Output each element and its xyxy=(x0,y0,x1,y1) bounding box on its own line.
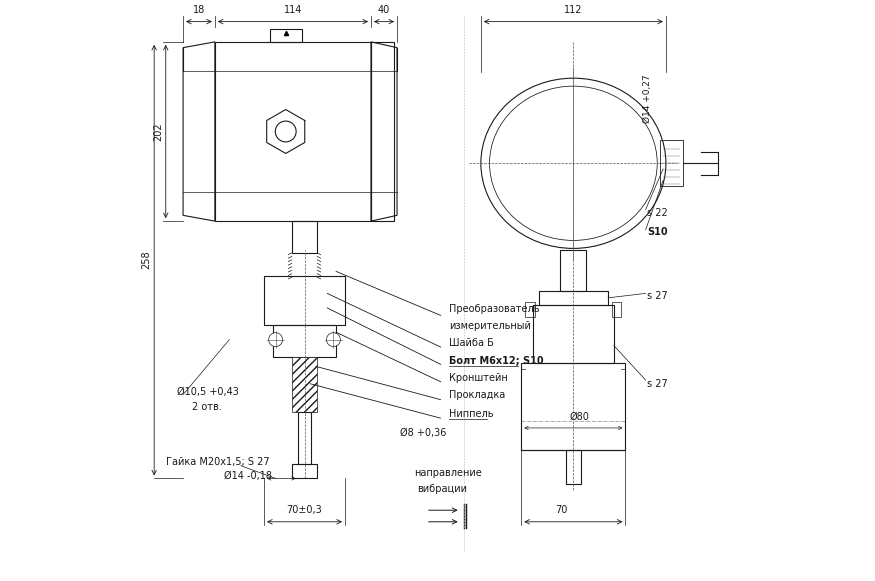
Text: Преобразователь: Преобразователь xyxy=(449,304,540,314)
Text: 114: 114 xyxy=(284,5,302,15)
Bar xyxy=(533,305,614,363)
Text: s 22: s 22 xyxy=(647,208,668,218)
Bar xyxy=(291,221,318,253)
Text: Ø80: Ø80 xyxy=(570,412,589,422)
Bar xyxy=(371,42,394,221)
Text: 40: 40 xyxy=(378,5,390,15)
Text: 18: 18 xyxy=(192,5,205,15)
Bar xyxy=(560,250,586,290)
Text: Шайба Б: Шайба Б xyxy=(449,338,494,349)
Text: вибрации: вибрации xyxy=(417,484,467,494)
Text: Гайка М20х1,5; S 27: Гайка М20х1,5; S 27 xyxy=(165,457,270,467)
Bar xyxy=(298,412,311,464)
Bar xyxy=(525,302,535,317)
Bar xyxy=(215,42,371,221)
Text: 202: 202 xyxy=(153,122,163,141)
Bar xyxy=(522,363,626,450)
Text: Болт М6х12; S10: Болт М6х12; S10 xyxy=(449,356,543,365)
Ellipse shape xyxy=(481,78,666,249)
Text: 258: 258 xyxy=(141,251,151,270)
Bar xyxy=(612,302,621,317)
Text: Ø8 +0,36: Ø8 +0,36 xyxy=(400,428,446,438)
Text: измерительный: измерительный xyxy=(449,321,531,331)
Bar xyxy=(270,29,302,42)
Text: Прокладка: Прокладка xyxy=(449,390,506,400)
Bar xyxy=(291,464,318,478)
Text: Ø14 +0,27: Ø14 +0,27 xyxy=(643,74,652,123)
Circle shape xyxy=(326,333,340,347)
Bar xyxy=(273,325,336,357)
Text: s 27: s 27 xyxy=(647,291,668,301)
Text: направление: направление xyxy=(415,468,482,478)
Text: 70±0,3: 70±0,3 xyxy=(287,505,322,515)
Bar xyxy=(539,290,608,305)
Text: Кронштейн: Кронштейн xyxy=(449,373,507,383)
Bar xyxy=(291,357,318,412)
Text: 2 отв.: 2 отв. xyxy=(192,402,221,412)
Bar xyxy=(660,140,683,187)
Text: S10: S10 xyxy=(647,227,668,236)
Text: 70: 70 xyxy=(556,505,568,515)
Text: s 27: s 27 xyxy=(647,379,668,389)
Text: 112: 112 xyxy=(564,5,583,15)
Text: Ø10,5 +0,43: Ø10,5 +0,43 xyxy=(178,388,239,397)
Bar xyxy=(264,276,345,325)
Text: Ø14 -0,18: Ø14 -0,18 xyxy=(223,471,271,481)
Bar xyxy=(566,450,581,485)
Text: Ниппель: Ниппель xyxy=(449,409,493,419)
Circle shape xyxy=(269,333,283,347)
